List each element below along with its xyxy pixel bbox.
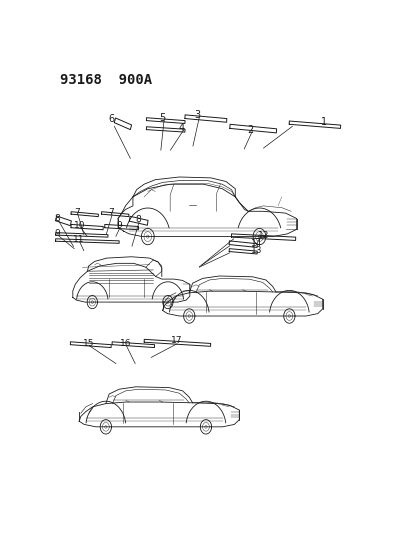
- Text: 8: 8: [135, 215, 141, 224]
- Text: 93168  900A: 93168 900A: [59, 73, 152, 87]
- Text: 3: 3: [194, 110, 200, 120]
- Text: 2: 2: [247, 125, 253, 135]
- Text: 5: 5: [159, 113, 165, 123]
- Text: 8: 8: [55, 214, 60, 223]
- Text: 9: 9: [55, 229, 60, 238]
- Text: 7: 7: [74, 208, 79, 217]
- Text: 9: 9: [116, 221, 122, 230]
- Text: 10: 10: [74, 221, 85, 230]
- Text: 7: 7: [108, 208, 114, 217]
- Text: 14: 14: [250, 239, 261, 248]
- Text: 6: 6: [108, 115, 114, 124]
- Text: 12: 12: [257, 231, 268, 240]
- Text: 15: 15: [83, 338, 94, 348]
- Text: 17: 17: [170, 336, 182, 345]
- Text: 16: 16: [119, 338, 131, 348]
- Text: 11: 11: [73, 235, 85, 244]
- Text: 13: 13: [250, 246, 261, 255]
- Text: 1: 1: [320, 117, 327, 127]
- Text: 4: 4: [178, 123, 184, 133]
